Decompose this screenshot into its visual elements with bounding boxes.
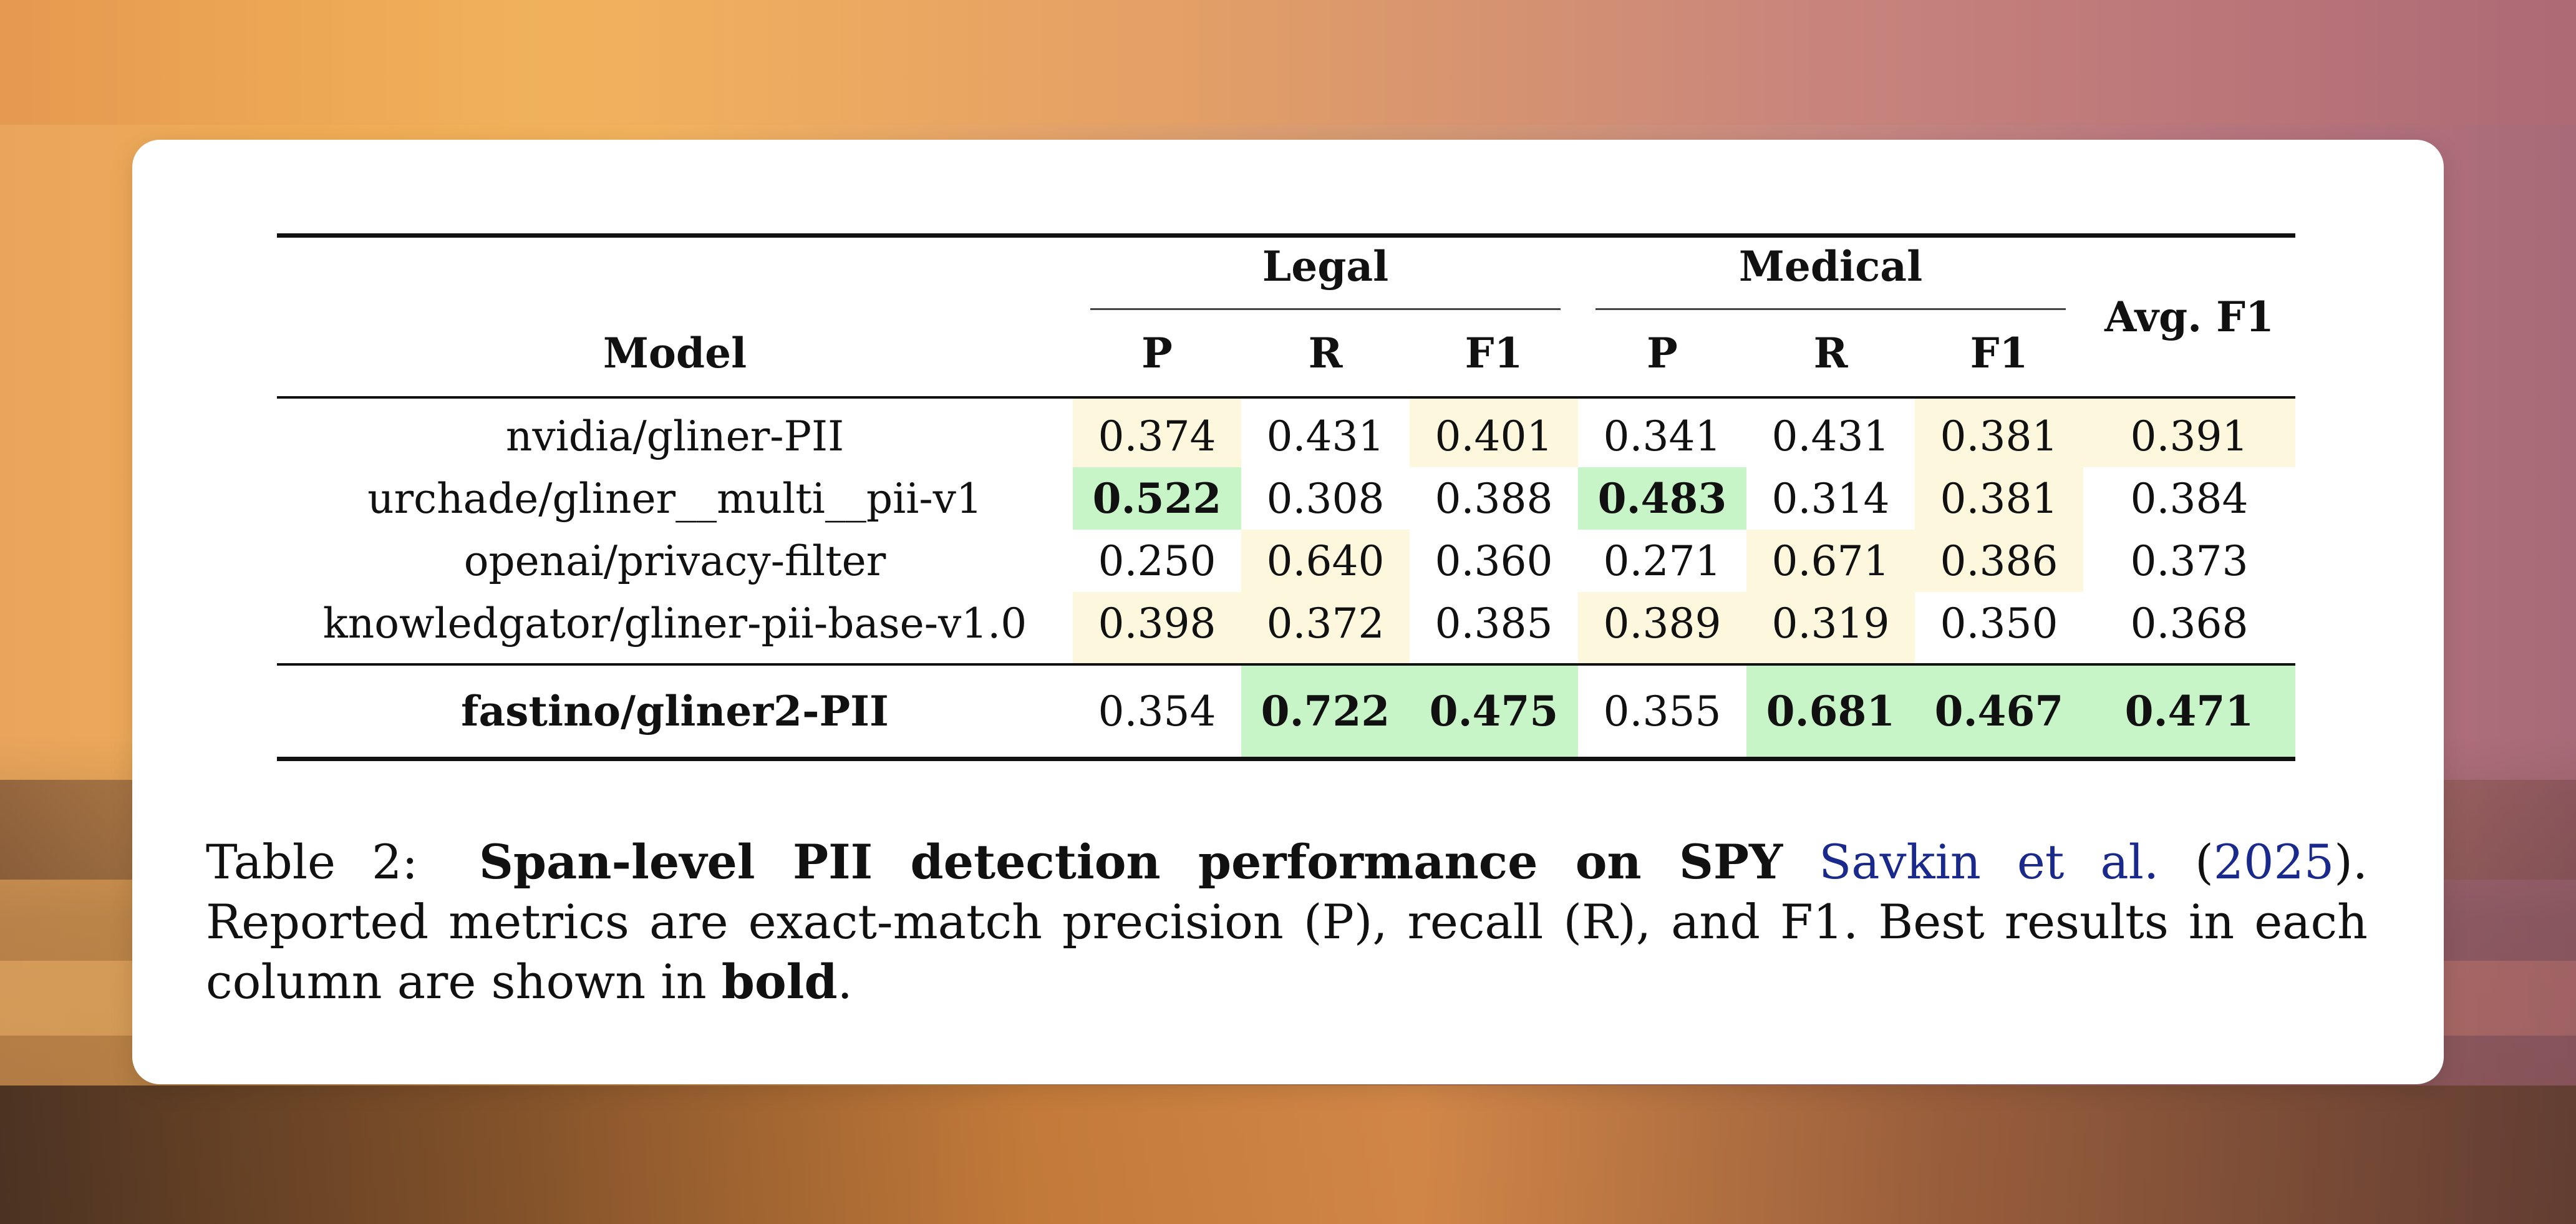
legal-r-cell: 0.431 bbox=[1266, 412, 1385, 460]
group-header-row: Legal Medical Avg. F1 bbox=[277, 235, 2295, 341]
table-row: knowledgator/gliner-pii-base-v1.0 0.398 … bbox=[277, 592, 2295, 664]
avg-f1-cell: 0.391 bbox=[2083, 397, 2295, 467]
citation-link[interactable]: Savkin et al. bbox=[1819, 834, 2159, 890]
table-row-final: fastino/gliner2-PII 0.354 0.722 0.475 0.… bbox=[277, 664, 2295, 759]
metric-header-row: Model P R F1 P R F1 bbox=[277, 310, 2295, 397]
avg-f1-cell: 0.373 bbox=[2130, 537, 2249, 585]
legal-r-cell: 0.372 bbox=[1241, 592, 1410, 664]
medical-r-cell: 0.319 bbox=[1746, 592, 1915, 664]
results-table: Legal Medical Avg. F1 Model P R F1 P R F… bbox=[277, 233, 2295, 761]
caption-label: Table 2: bbox=[206, 834, 418, 890]
legal-f1-cell: 0.475 bbox=[1410, 664, 1578, 759]
medical-p-cell: 0.271 bbox=[1603, 537, 1721, 585]
caption-bold-word: bold bbox=[721, 954, 838, 1009]
legal-r-cell: 0.308 bbox=[1266, 474, 1385, 523]
table-caption: Table 2: Span-level PII detection perfor… bbox=[206, 832, 2368, 1012]
medical-r-cell: 0.681 bbox=[1746, 664, 1915, 759]
model-name: openai/privacy-filter bbox=[463, 537, 886, 585]
medical-r-cell: 0.314 bbox=[1771, 474, 1890, 523]
caption-paren: ( bbox=[2159, 834, 2214, 890]
medical-p-cell: 0.341 bbox=[1603, 412, 1721, 460]
medical-r-cell: 0.671 bbox=[1746, 530, 1915, 592]
group-header-medical: Medical bbox=[1578, 236, 2083, 310]
model-name: nvidia/gliner-PII bbox=[505, 412, 845, 460]
medical-r-cell: 0.431 bbox=[1771, 412, 1890, 460]
medical-f1-header: F1 bbox=[1970, 329, 2028, 377]
medical-p-cell: 0.355 bbox=[1603, 687, 1721, 736]
legal-f1-header: F1 bbox=[1465, 329, 1523, 377]
table-row: nvidia/gliner-PII 0.374 0.431 0.401 0.34… bbox=[277, 397, 2295, 467]
avg-f1-cell: 0.471 bbox=[2083, 664, 2295, 759]
legal-p-cell: 0.522 bbox=[1073, 467, 1241, 530]
caption-body: ). Reported metrics are exact-match prec… bbox=[206, 834, 2368, 1009]
avg-f1-header: Avg. F1 bbox=[2104, 293, 2274, 341]
medical-f1-cell: 0.467 bbox=[1915, 664, 2083, 759]
legal-r-header: R bbox=[1308, 329, 1343, 377]
medical-f1-cell: 0.386 bbox=[1915, 530, 2083, 592]
model-name: fastino/gliner2-PII bbox=[461, 687, 889, 736]
legal-f1-cell: 0.388 bbox=[1435, 474, 1553, 523]
group-header-legal: Legal bbox=[1073, 236, 1578, 310]
table-row: urchade/gliner__multi__pii-v1 0.522 0.30… bbox=[277, 467, 2295, 530]
legal-p-cell: 0.398 bbox=[1073, 592, 1241, 664]
avg-f1-cell: 0.384 bbox=[2130, 474, 2249, 523]
medical-p-header: P bbox=[1647, 329, 1678, 377]
legal-p-cell: 0.374 bbox=[1073, 397, 1241, 467]
background-streak bbox=[0, 1086, 2576, 1224]
caption-title: Span-level PII detection performance on … bbox=[478, 834, 1783, 890]
medical-f1-cell: 0.381 bbox=[1915, 397, 2083, 467]
medical-p-cell: 0.483 bbox=[1578, 467, 1746, 530]
model-name: knowledgator/gliner-pii-base-v1.0 bbox=[322, 599, 1027, 648]
model-header: Model bbox=[603, 329, 747, 377]
legal-f1-cell: 0.360 bbox=[1435, 537, 1553, 585]
avg-f1-cell: 0.368 bbox=[2130, 599, 2249, 648]
legal-p-cell: 0.354 bbox=[1098, 687, 1216, 736]
legal-f1-cell: 0.385 bbox=[1435, 599, 1553, 648]
legal-r-cell: 0.640 bbox=[1241, 530, 1410, 592]
background-streak bbox=[0, 0, 2576, 125]
table-card: Legal Medical Avg. F1 Model P R F1 P R F… bbox=[132, 140, 2444, 1084]
table-row: openai/privacy-filter 0.250 0.640 0.360 … bbox=[277, 530, 2295, 592]
legal-p-header: P bbox=[1141, 329, 1173, 377]
caption-end: . bbox=[837, 954, 853, 1009]
medical-f1-cell: 0.381 bbox=[1915, 467, 2083, 530]
medical-r-header: R bbox=[1813, 329, 1848, 377]
model-name: urchade/gliner__multi__pii-v1 bbox=[367, 474, 982, 523]
legal-p-cell: 0.250 bbox=[1098, 537, 1216, 585]
citation-year-link[interactable]: 2025 bbox=[2213, 834, 2335, 890]
medical-f1-cell: 0.350 bbox=[1940, 599, 2058, 648]
legal-r-cell: 0.722 bbox=[1241, 664, 1410, 759]
medical-p-cell: 0.389 bbox=[1578, 592, 1746, 664]
legal-f1-cell: 0.401 bbox=[1410, 397, 1578, 467]
